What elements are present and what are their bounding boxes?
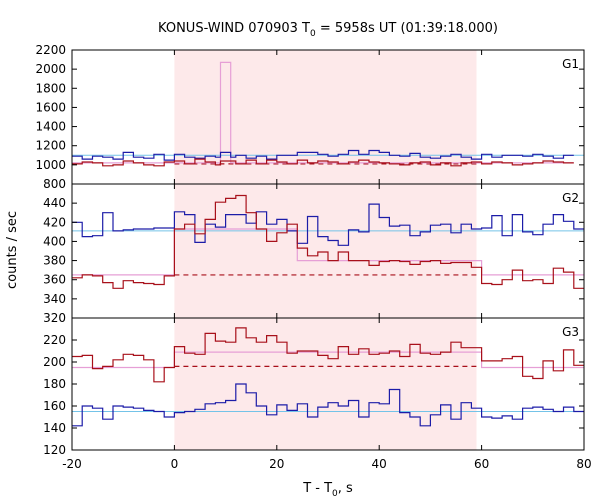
series-pink-g2	[72, 228, 584, 276]
y-tick-label: 800	[43, 177, 66, 191]
x-tick-label: 40	[372, 457, 387, 471]
series-blue-g3	[72, 383, 584, 427]
y-tick-label: 2000	[35, 62, 66, 76]
y-tick-label: 220	[43, 333, 66, 347]
panel-g1: 800 1000 1200 1400 1600 1800 2000 2200 G1	[35, 43, 585, 191]
shaded-interval	[174, 318, 477, 450]
panel-label: G2	[562, 191, 579, 205]
panel-g3: 120 140 160 180 200 220 G3	[43, 317, 585, 457]
x-tick-label: 80	[576, 457, 591, 471]
chart-title: KONUS-WIND 070903 T0 = 5958s UT (01:39:1…	[158, 21, 498, 39]
y-tick-label: 400	[43, 234, 66, 248]
x-tick-label: 60	[474, 457, 489, 471]
y-tick-label: 160	[43, 399, 66, 413]
x-axis: -20 0 20 40 60 80	[62, 457, 591, 471]
y-tick-label: 1200	[35, 139, 66, 153]
panels: 8001000120014001600180020002200G13203403…	[35, 43, 585, 457]
series-red-g3	[72, 327, 584, 383]
shaded-interval	[174, 184, 477, 318]
x-axis-label: T - T0, s	[302, 481, 353, 499]
panel-g2: 320 340 360 380 400 420 440 G2	[43, 183, 585, 325]
y-axis-label: counts / sec	[5, 211, 20, 289]
series-pink-g3	[72, 351, 584, 369]
y-tick-label: 340	[43, 292, 66, 306]
series-red-g1	[72, 158, 574, 167]
y-tick-label: 120	[43, 443, 66, 457]
panel-label: G3	[562, 325, 579, 339]
x-tick-label: 0	[171, 457, 179, 471]
y-tick-label: 1000	[35, 158, 66, 172]
y-tick-label: 1400	[35, 120, 66, 134]
x-tick-label: -20	[62, 457, 82, 471]
y-tick-label: 1800	[35, 81, 66, 95]
y-tick-label: 180	[43, 377, 66, 391]
y-tick-label: 320	[43, 311, 66, 325]
y-tick-label: 1600	[35, 100, 66, 114]
panel-label: G1	[562, 57, 579, 71]
y-tick-label: 380	[43, 254, 66, 268]
y-tick-label: 140	[43, 421, 66, 435]
y-tick-label: 2200	[35, 43, 66, 57]
series-red-g2	[72, 194, 584, 289]
series-blue-g2	[72, 203, 584, 246]
y-tick-label: 360	[43, 273, 66, 287]
y-tick-label: 420	[43, 215, 66, 229]
y-tick-label: 440	[43, 196, 66, 210]
series-blue-g1	[72, 149, 574, 161]
y-tick-label: 200	[43, 355, 66, 369]
x-tick-label: 20	[269, 457, 284, 471]
